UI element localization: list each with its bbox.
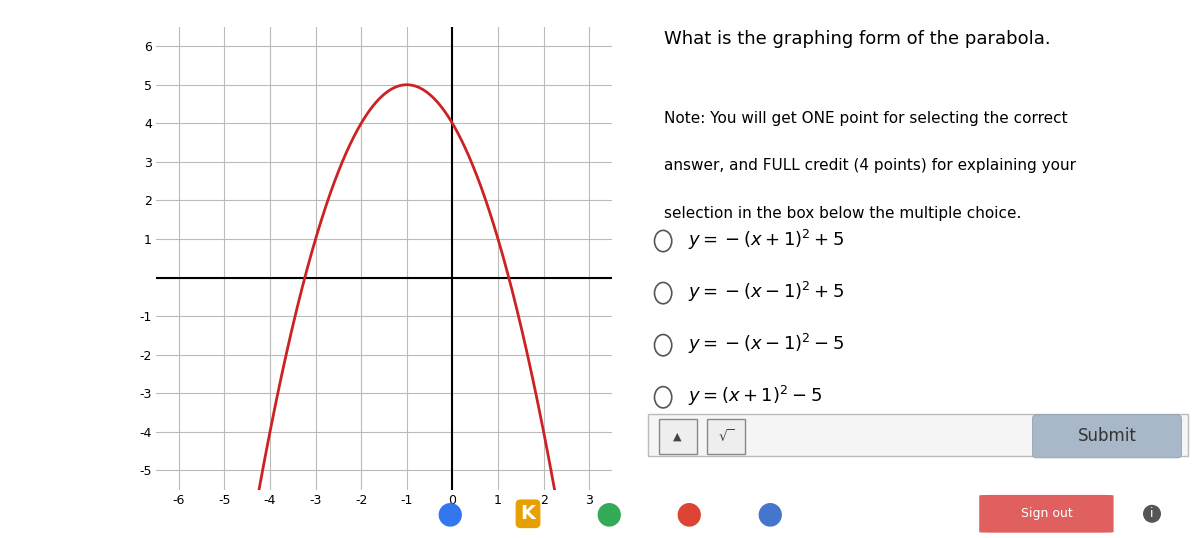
Text: ●: ● bbox=[437, 499, 463, 528]
Text: What is the graphing form of the parabola.: What is the graphing form of the parabol… bbox=[665, 30, 1051, 48]
FancyBboxPatch shape bbox=[979, 495, 1114, 533]
Text: ●: ● bbox=[595, 499, 622, 528]
Text: answer, and FULL credit (4 points) for explaining your: answer, and FULL credit (4 points) for e… bbox=[665, 158, 1076, 173]
Text: $y = -(x-1)^2-5$: $y = -(x-1)^2-5$ bbox=[689, 332, 845, 356]
Text: $y = -(x+1)^2+5$: $y = -(x+1)^2+5$ bbox=[689, 228, 845, 252]
Text: ▲: ▲ bbox=[673, 431, 682, 442]
Text: $y = -(x-1)^2+5$: $y = -(x-1)^2+5$ bbox=[689, 280, 845, 304]
Text: ●: ● bbox=[756, 499, 782, 528]
Bar bbox=[659, 419, 696, 454]
Text: $\sqrt{\,}$: $\sqrt{\,}$ bbox=[718, 428, 734, 445]
Bar bbox=[648, 414, 1188, 456]
Text: Note: You will get ONE point for selecting the correct: Note: You will get ONE point for selecti… bbox=[665, 111, 1068, 126]
Text: 12:41: 12:41 bbox=[1172, 507, 1200, 520]
FancyBboxPatch shape bbox=[1032, 415, 1182, 458]
Text: selection in the box below the multiple choice.: selection in the box below the multiple … bbox=[665, 206, 1021, 221]
Text: Sign out: Sign out bbox=[1020, 507, 1073, 520]
Text: ●: ● bbox=[676, 499, 702, 528]
Bar bbox=[708, 419, 745, 454]
Text: i: i bbox=[1151, 507, 1153, 520]
Text: $y = (x+1)^2-5$: $y = (x+1)^2-5$ bbox=[689, 384, 823, 408]
Text: K: K bbox=[521, 504, 535, 523]
Text: Submit: Submit bbox=[1078, 427, 1136, 445]
